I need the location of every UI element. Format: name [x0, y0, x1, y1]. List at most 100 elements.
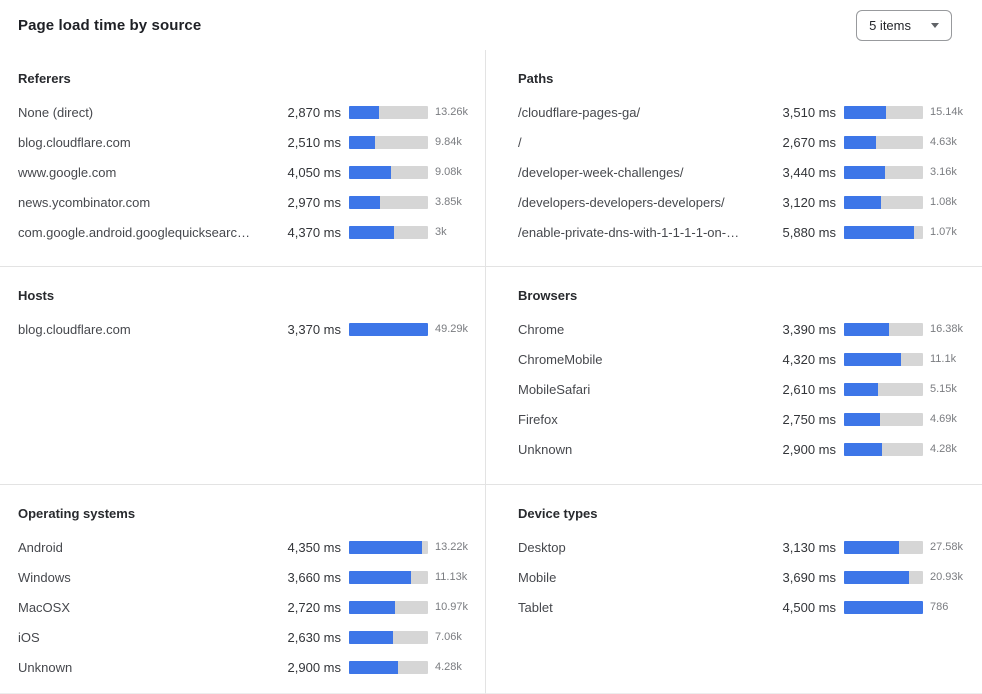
- row-count: 5.15k: [930, 383, 957, 395]
- bar-track: [844, 225, 923, 239]
- panels-grid: Referers None (direct) 2,870 ms 13.26k b…: [0, 50, 982, 694]
- bar-fill: [844, 105, 886, 119]
- row-label: Tablet: [518, 599, 553, 615]
- metric-row[interactable]: com.google.android.googlequicksearc… 4,3…: [18, 217, 483, 247]
- caret-down-icon: [931, 22, 939, 28]
- metric-row[interactable]: None (direct) 2,870 ms 13.26k: [18, 97, 483, 127]
- bar-track: [349, 660, 428, 674]
- row-label: MobileSafari: [518, 381, 591, 397]
- row-count: 3.85k: [435, 196, 462, 208]
- bar-track: [844, 165, 923, 179]
- bar-track: [349, 165, 428, 179]
- bar-track: [349, 105, 428, 119]
- panel-referers: Referers None (direct) 2,870 ms 13.26k b…: [0, 50, 486, 267]
- items-count-value: 5 items: [869, 17, 911, 33]
- row-count: 3.16k: [930, 166, 957, 178]
- metric-row[interactable]: / 2,670 ms 4.63k: [518, 127, 978, 157]
- metric-row[interactable]: MacOSX 2,720 ms 10.97k: [18, 592, 483, 622]
- row-label: /enable-private-dns-with-1-1-1-1-on-…: [518, 224, 740, 240]
- bar-fill: [844, 412, 881, 426]
- row-label: Chrome: [518, 321, 565, 337]
- metric-row[interactable]: Unknown 2,900 ms 4.28k: [18, 652, 483, 682]
- bar-track: [844, 442, 923, 456]
- bar-track: [844, 540, 923, 554]
- metric-row[interactable]: ChromeMobile 4,320 ms 11.1k: [518, 344, 978, 374]
- row-ms-value: 2,900 ms: [782, 441, 836, 457]
- row-label: Firefox: [518, 411, 558, 427]
- bar-track: [844, 135, 923, 149]
- row-count: 13.26k: [435, 106, 469, 118]
- bar-track: [844, 322, 923, 336]
- row-label: blog.cloudflare.com: [18, 321, 131, 337]
- row-count: 786: [930, 601, 949, 613]
- bar-fill: [844, 225, 915, 239]
- metric-row[interactable]: /cloudflare-pages-ga/ 3,510 ms 15.14k: [518, 97, 978, 127]
- bar-track: [844, 412, 923, 426]
- metric-row[interactable]: Unknown 2,900 ms 4.28k: [518, 434, 978, 464]
- row-label: Mobile: [518, 569, 557, 585]
- bar-track: [349, 600, 428, 614]
- panel-device-types: Device types Desktop 3,130 ms 27.58k Mob…: [486, 485, 982, 694]
- section-title: Operating systems: [18, 506, 136, 521]
- bar-track: [349, 135, 428, 149]
- bar-fill: [844, 600, 923, 614]
- row-ms-value: 4,320 ms: [782, 351, 836, 367]
- bar-fill: [349, 540, 423, 554]
- row-ms-value: 3,390 ms: [782, 321, 836, 337]
- row-label: Windows: [18, 569, 71, 585]
- section-title: Referers: [18, 71, 71, 86]
- section-title: Browsers: [518, 288, 578, 303]
- row-label: news.ycombinator.com: [18, 194, 151, 210]
- metric-row[interactable]: /enable-private-dns-with-1-1-1-1-on-… 5,…: [518, 217, 978, 247]
- metric-row[interactable]: Desktop 3,130 ms 27.58k: [518, 532, 978, 562]
- row-label: com.google.android.googlequicksearc…: [18, 224, 250, 240]
- bar-track: [349, 322, 428, 336]
- metric-row[interactable]: iOS 2,630 ms 7.06k: [18, 622, 483, 652]
- bar-track: [844, 105, 923, 119]
- bar-fill: [349, 105, 379, 119]
- row-count: 4.28k: [435, 661, 462, 673]
- metric-row[interactable]: news.ycombinator.com 2,970 ms 3.85k: [18, 187, 483, 217]
- panel-hosts: Hosts blog.cloudflare.com 3,370 ms 49.29…: [0, 267, 486, 485]
- bar-fill: [844, 540, 899, 554]
- metric-row[interactable]: MobileSafari 2,610 ms 5.15k: [518, 374, 978, 404]
- metric-row[interactable]: Windows 3,660 ms 11.13k: [18, 562, 483, 592]
- row-count: 9.84k: [435, 136, 462, 148]
- metric-row[interactable]: /developers-developers-developers/ 3,120…: [518, 187, 978, 217]
- row-count: 13.22k: [435, 541, 469, 553]
- row-label: iOS: [18, 629, 40, 645]
- row-ms-value: 5,880 ms: [782, 224, 836, 240]
- metric-row[interactable]: Firefox 2,750 ms 4.69k: [518, 404, 978, 434]
- page-title: Page load time by source: [18, 16, 202, 34]
- metric-row[interactable]: Mobile 3,690 ms 20.93k: [518, 562, 978, 592]
- bar-track: [349, 540, 428, 554]
- panel-paths: Paths /cloudflare-pages-ga/ 3,510 ms 15.…: [486, 50, 982, 267]
- bar-track: [844, 195, 923, 209]
- bar-fill: [349, 630, 394, 644]
- row-ms-value: 3,370 ms: [287, 321, 341, 337]
- metric-row[interactable]: Chrome 3,390 ms 16.38k: [518, 314, 978, 344]
- metric-row[interactable]: Tablet 4,500 ms 786: [518, 592, 978, 622]
- row-count: 9.08k: [435, 166, 462, 178]
- row-ms-value: 2,630 ms: [287, 629, 341, 645]
- metric-row[interactable]: Android 4,350 ms 13.22k: [18, 532, 483, 562]
- card-header: Page load time by source 5 items: [0, 0, 982, 50]
- panel-operating-systems: Operating systems Android 4,350 ms 13.22…: [0, 485, 486, 694]
- row-label: Unknown: [18, 659, 73, 675]
- row-ms-value: 3,440 ms: [782, 164, 836, 180]
- bar-fill: [844, 570, 909, 584]
- row-label: /developer-week-challenges/: [518, 164, 684, 180]
- row-count: 11.1k: [930, 353, 957, 365]
- metric-row[interactable]: blog.cloudflare.com 3,370 ms 49.29k: [18, 314, 483, 344]
- items-count-dropdown[interactable]: 5 items: [856, 9, 952, 41]
- row-label: /cloudflare-pages-ga/: [518, 104, 641, 120]
- row-ms-value: 4,050 ms: [287, 164, 341, 180]
- row-ms-value: 4,350 ms: [287, 539, 341, 555]
- metric-row[interactable]: blog.cloudflare.com 2,510 ms 9.84k: [18, 127, 483, 157]
- bar-fill: [844, 352, 901, 366]
- row-ms-value: 2,670 ms: [782, 134, 836, 150]
- bar-fill: [349, 660, 398, 674]
- metric-row[interactable]: /developer-week-challenges/ 3,440 ms 3.1…: [518, 157, 978, 187]
- metric-row[interactable]: www.google.com 4,050 ms 9.08k: [18, 157, 483, 187]
- row-count: 1.07k: [930, 226, 957, 238]
